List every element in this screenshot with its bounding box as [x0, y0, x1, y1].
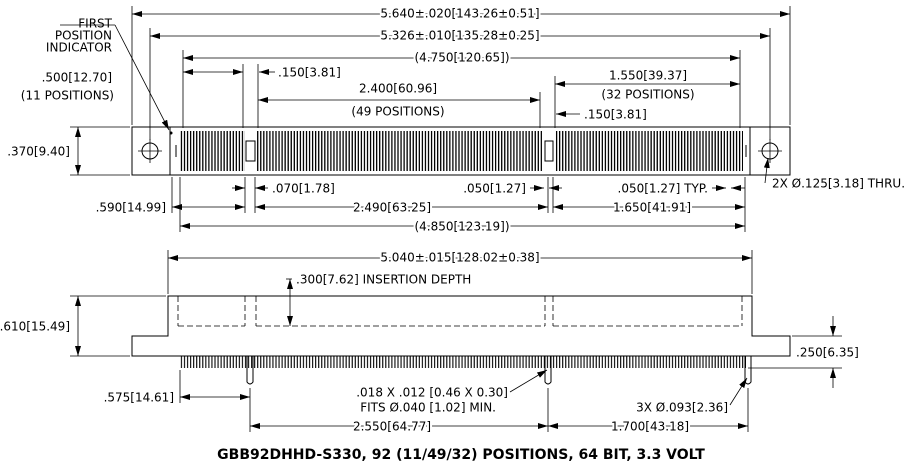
dimension-label: .590[14.99]	[96, 201, 166, 215]
top-view-outline-part	[245, 140, 256, 162]
top-view-outline-part	[555, 131, 743, 171]
callout: 2X Ø.125[3.18] THRU.	[772, 177, 905, 191]
callout: 3X Ø.093[2.36]	[636, 401, 728, 415]
top-view-outline-part	[257, 131, 543, 171]
dimension-label: .050[1.27]	[463, 182, 526, 196]
side-view-dimensions	[70, 250, 842, 432]
note: INDICATOR	[46, 41, 112, 55]
note: FITS Ø.040 [1.02] MIN.	[360, 401, 496, 415]
dimension-label: .575[14.61]	[104, 391, 174, 405]
top-view-outline-part	[131, 126, 791, 176]
side-view-outline	[131, 295, 791, 385]
dimension-label: 5.640±.020[143.26±0.51]	[380, 7, 539, 21]
dimension-label: 2.400[60.96]	[359, 82, 437, 96]
dimension-label: .300[7.62] INSERTION DEPTH	[296, 273, 471, 287]
dimension-label: (32 POSITIONS)	[601, 88, 694, 102]
top-view-outline	[131, 126, 791, 176]
dimension-label: (49 POSITIONS)	[351, 105, 444, 119]
dimension-label: 5.326±.010[135.28±0.25]	[380, 29, 539, 43]
dimension-label: (4.850[123.19])	[414, 220, 509, 234]
side-view-outline-part	[246, 356, 254, 385]
dimension-label: 2.550[64.77]	[353, 420, 431, 434]
dimension-label: .500[12.70]	[42, 71, 112, 85]
side-view-dimensions-part	[509, 369, 548, 393]
side-view-outline-part	[180, 356, 746, 368]
dimension-label: (4.750[120.65])	[414, 51, 509, 65]
side-view-outline-part	[544, 356, 552, 385]
note: .018 X .012 [0.46 X 0.30]	[356, 386, 508, 400]
dimension-label: 1.700[43.18]	[611, 420, 689, 434]
top-view-dimensions-part	[114, 24, 170, 131]
side-view-labels: 5.040±.015[128.02±0.38] .300[7.62] INSER…	[0, 249, 859, 436]
top-view-labels: 5.640±.020[143.26±0.51] 5.326±.010[135.2…	[5, 5, 905, 236]
dimension-label: 1.550[39.37]	[609, 69, 687, 83]
dimension-label: .070[1.78]	[272, 182, 335, 196]
side-view-dimensions-part	[729, 377, 748, 406]
dimension-label: .150[3.81]	[278, 66, 341, 80]
dimension-label: 5.040±.015[128.02±0.38]	[380, 251, 539, 265]
dimension-label: .370[9.40]	[7, 145, 70, 159]
dimension-label: (11 POSITIONS)	[21, 89, 114, 103]
top-view-outline-part	[169, 131, 173, 135]
top-view-outline-part	[544, 140, 554, 162]
dimension-label: 2.490[63.25]	[353, 201, 431, 215]
top-view-outline-part	[180, 131, 245, 171]
dimension-label: .050[1.27] TYP.	[618, 182, 708, 196]
dimension-label: 1.650[41.91]	[613, 201, 691, 215]
note: FIRST	[78, 17, 112, 31]
top-view-dimensions	[60, 6, 791, 232]
side-view-outline-part	[131, 295, 791, 357]
note: POSITION	[55, 29, 112, 43]
dimension-label: .150[3.81]	[584, 108, 647, 122]
dimension-label: .250[6.35]	[796, 346, 859, 360]
title: GBB92DHHD-S330, 92 (11/49/32) POSITIONS,…	[217, 447, 705, 463]
top-view-dimensions-part	[763, 157, 770, 184]
dimension-label: .610[15.49]	[0, 320, 70, 334]
